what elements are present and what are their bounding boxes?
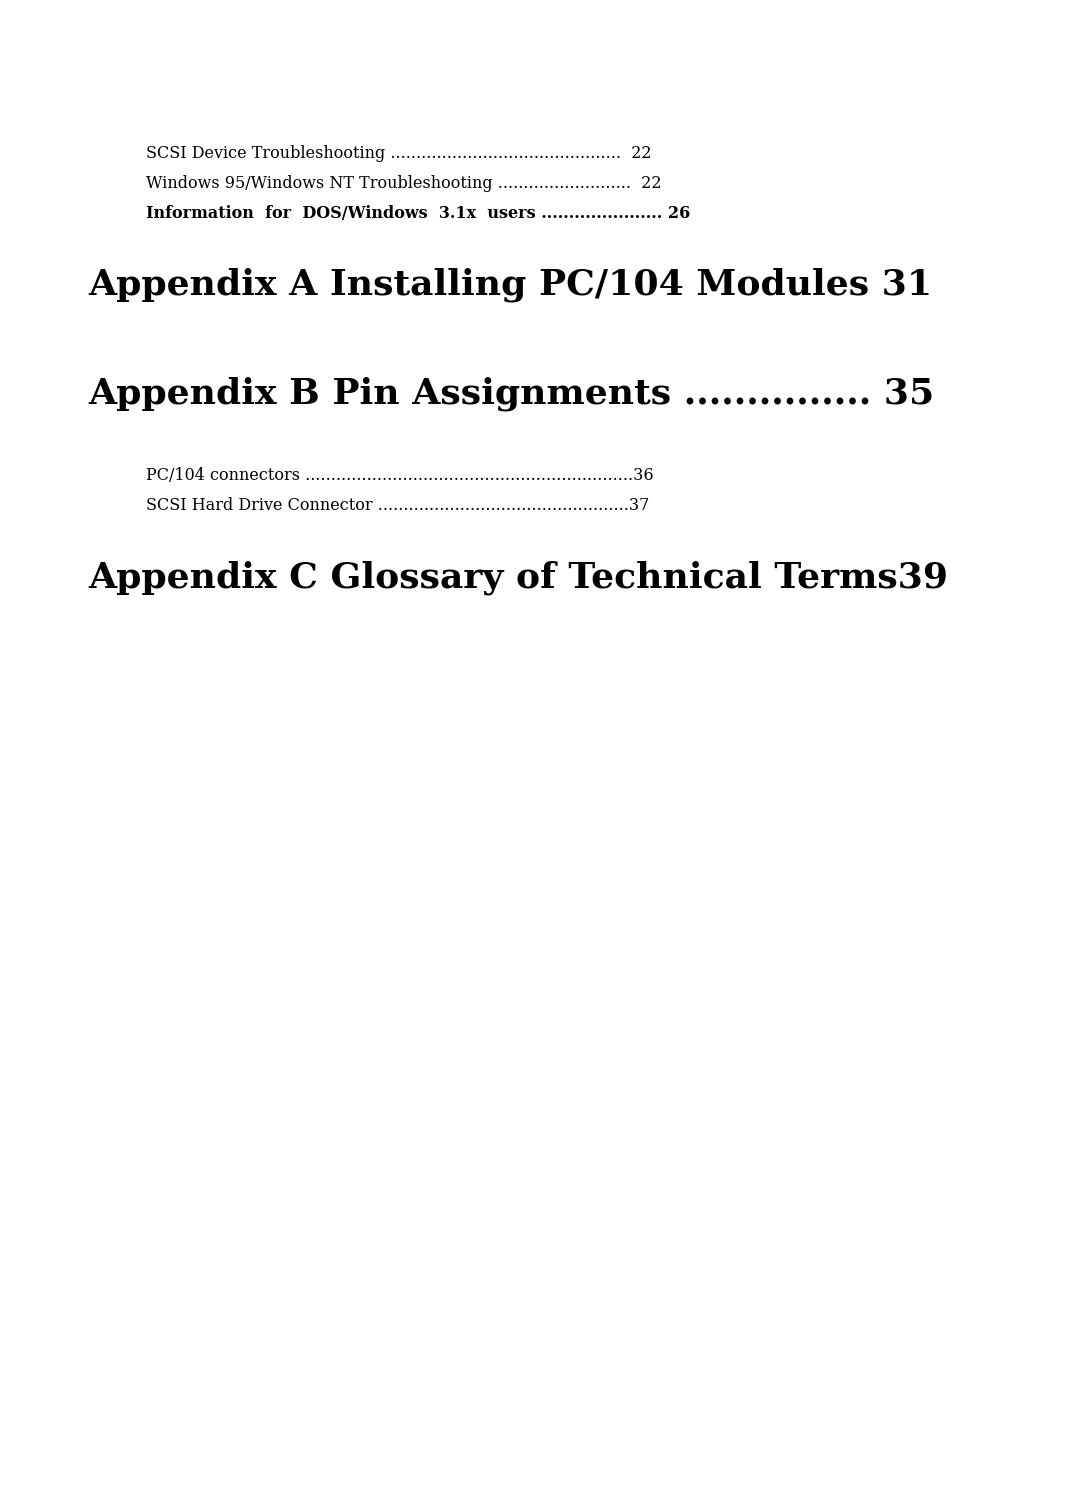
Text: Appendix A Installing PC/104 Modules 31: Appendix A Installing PC/104 Modules 31 [89, 267, 933, 302]
Text: Windows 95/Windows NT Troubleshooting ..........................  22: Windows 95/Windows NT Troubleshooting ..… [146, 175, 661, 192]
Text: Appendix C Glossary of Technical Terms39: Appendix C Glossary of Technical Terms39 [89, 561, 948, 595]
Text: Information  for  DOS/Windows  3.1x  users ...................... 26: Information for DOS/Windows 3.1x users .… [146, 205, 690, 222]
Text: Appendix B Pin Assignments ............... 35: Appendix B Pin Assignments .............… [89, 376, 935, 411]
Text: PC/104 connectors ..............................................................: PC/104 connectors ......................… [146, 467, 653, 484]
Text: SCSI Hard Drive Connector .................................................37: SCSI Hard Drive Connector ..............… [146, 497, 649, 514]
Text: SCSI Device Troubleshooting .............................................  22: SCSI Device Troubleshooting ............… [146, 145, 651, 162]
